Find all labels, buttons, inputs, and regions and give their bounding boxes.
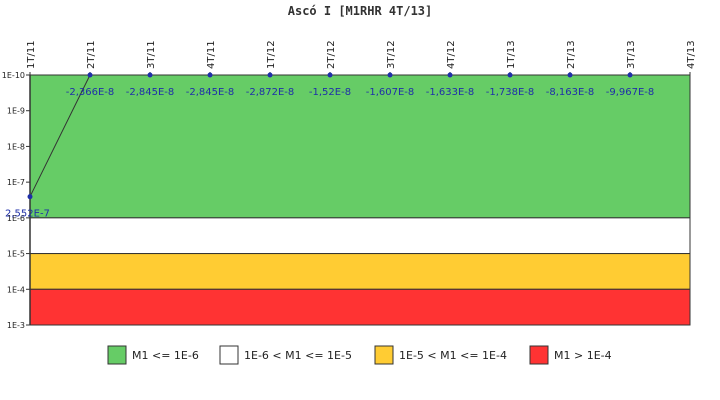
y-tick-label: 1E-5: [7, 250, 25, 259]
data-point: [207, 72, 213, 78]
band-2: [29, 253, 691, 290]
data-point: [27, 194, 33, 200]
data-label: -1,52E-8: [309, 87, 351, 98]
data-labels: 2,552E-7 -2,366E-8 -2,845E-8 -2,845E-8 -2,87…: [5, 87, 654, 220]
x-tick-label: 2T/12: [326, 40, 337, 69]
y-tick-label: 1E-10: [2, 71, 25, 80]
chart-title: Ascó I [M1RHR 4T/13]: [288, 4, 433, 18]
data-label: -1,633E-8: [426, 87, 475, 98]
x-tick-label: 4T/12: [446, 40, 457, 69]
data-point: [387, 72, 393, 78]
data-label: -2,845E-8: [126, 87, 175, 98]
band-1: [29, 217, 691, 255]
data-label: -9,967E-8: [606, 87, 655, 98]
x-axis-ticks: 1T/11 2T/11 3T/11 4T/11 1T/12 2T/12 3T/12 4T/12…: [26, 40, 697, 75]
data-label: -1,738E-8: [486, 87, 535, 98]
series: [27, 72, 633, 200]
y-tick-label: 1E-7: [7, 178, 25, 187]
data-label: -2,872E-8: [246, 87, 295, 98]
x-tick-label: 4T/13: [686, 40, 697, 69]
data-label: -2,366E-8: [66, 87, 115, 98]
data-label: 2,552E-7: [5, 209, 50, 220]
data-point: [567, 72, 573, 78]
x-tick-label: 2T/13: [566, 40, 577, 69]
data-label: -2,845E-8: [186, 87, 235, 98]
legend-label: 1E-5 < M1 <= 1E-4: [399, 349, 507, 362]
band-3: [29, 288, 691, 326]
legend-label: 1E-6 < M1 <= 1E-5: [244, 349, 352, 362]
legend: M1 <= 1E-6 1E-6 < M1 <= 1E-5 1E-5 < M1 <= …: [107, 345, 612, 365]
legend-swatch: [219, 345, 239, 365]
data-point: [147, 72, 153, 78]
legend-swatch: [107, 345, 127, 365]
data-point: [327, 72, 333, 78]
legend-label: M1 > 1E-4: [554, 349, 612, 362]
threshold-bands: [29, 74, 691, 326]
data-label: -1,607E-8: [366, 87, 415, 98]
x-tick-label: 4T/11: [206, 40, 217, 69]
x-tick-label: 1T/12: [266, 40, 277, 69]
data-point: [507, 72, 513, 78]
data-point: [87, 72, 93, 78]
y-tick-label: 1E-6: [7, 214, 25, 223]
data-point: [267, 72, 273, 78]
data-point: [447, 72, 453, 78]
y-tick-label: 1E-4: [7, 285, 25, 294]
data-point: [627, 72, 633, 78]
x-tick-label: 1T/11: [26, 40, 37, 69]
band-0: [29, 74, 691, 219]
y-axis-ticks: 1E-10 1E-9 1E-8 1E-7 1E-6 1E-5 1E-4 1E-3: [2, 71, 30, 330]
y-tick-label: 1E-8: [7, 142, 25, 151]
data-label: -8,163E-8: [546, 87, 595, 98]
x-tick-label: 2T/11: [86, 40, 97, 69]
x-tick-label: 3T/11: [146, 40, 157, 69]
y-tick-label: 1E-9: [7, 107, 25, 116]
x-tick-label: 3T/13: [626, 40, 637, 69]
y-tick-label: 1E-3: [7, 321, 25, 330]
legend-label: M1 <= 1E-6: [132, 349, 199, 362]
x-tick-label: 1T/13: [506, 40, 517, 69]
legend-swatch: [529, 345, 549, 365]
x-tick-label: 3T/12: [386, 40, 397, 69]
legend-swatch: [374, 345, 394, 365]
